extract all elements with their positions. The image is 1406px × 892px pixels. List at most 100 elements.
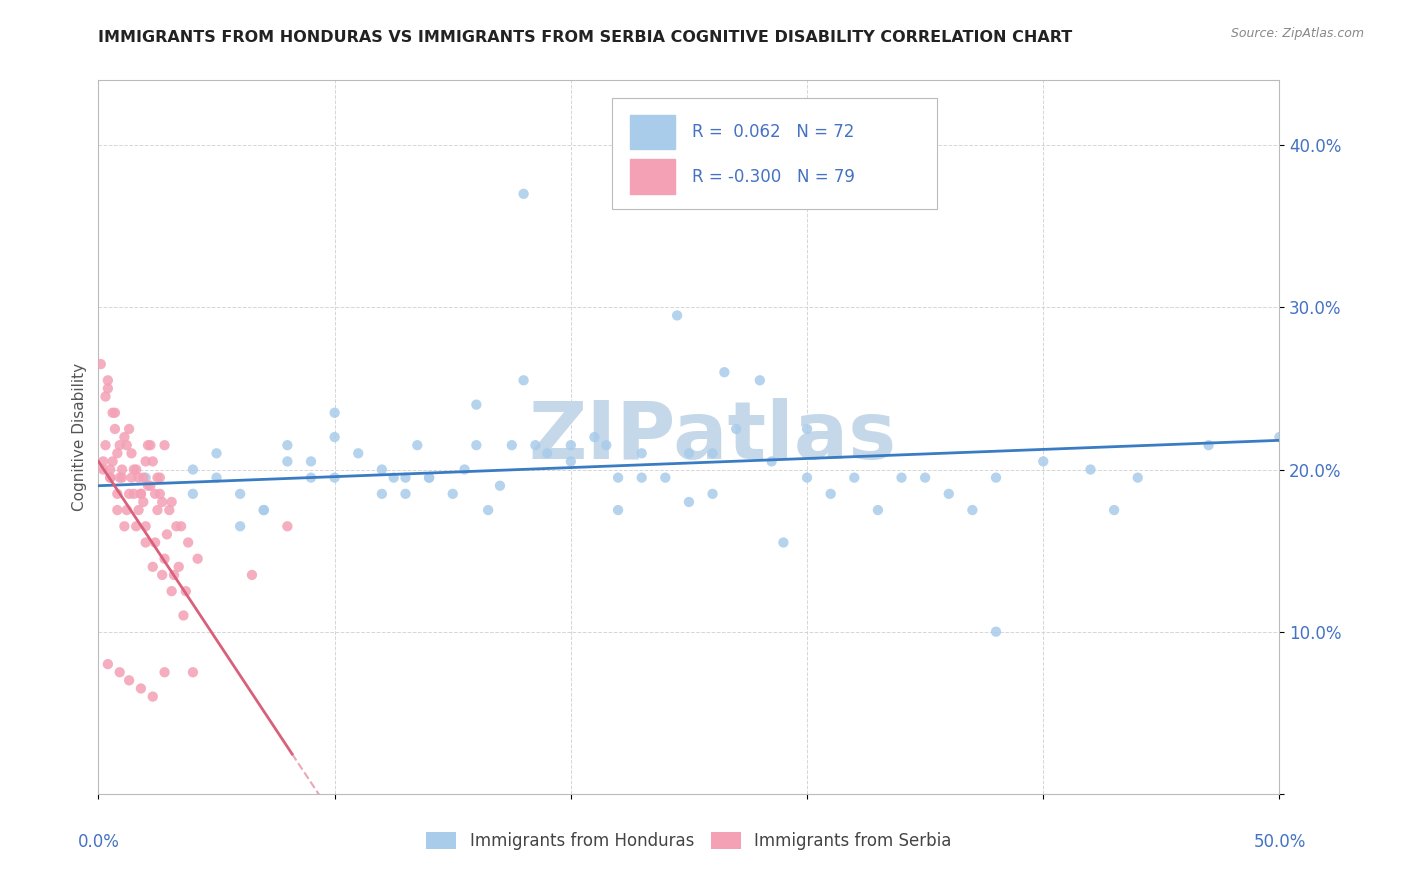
Point bbox=[323, 406, 346, 420]
Point bbox=[938, 487, 960, 501]
Point bbox=[135, 535, 157, 549]
Point bbox=[382, 470, 405, 484]
Point bbox=[108, 438, 131, 452]
Point bbox=[132, 495, 155, 509]
Point bbox=[97, 657, 120, 672]
Point bbox=[276, 438, 298, 452]
Point bbox=[276, 519, 298, 533]
Point bbox=[150, 495, 173, 509]
Point bbox=[276, 454, 298, 468]
Point bbox=[125, 462, 148, 476]
Point bbox=[1268, 430, 1291, 444]
Point bbox=[512, 186, 534, 201]
Point bbox=[512, 373, 534, 387]
Point bbox=[136, 479, 159, 493]
Point bbox=[371, 487, 394, 501]
Point bbox=[477, 503, 499, 517]
Point bbox=[205, 470, 228, 484]
Point bbox=[299, 470, 322, 484]
Point bbox=[796, 422, 818, 436]
Point bbox=[187, 551, 209, 566]
Point bbox=[129, 487, 152, 501]
Point bbox=[453, 462, 475, 476]
Point bbox=[90, 357, 112, 371]
Point bbox=[654, 470, 676, 484]
Point bbox=[105, 503, 128, 517]
Point bbox=[524, 438, 547, 452]
Point bbox=[607, 470, 630, 484]
Point bbox=[866, 503, 889, 517]
Point bbox=[112, 519, 135, 533]
Point bbox=[181, 487, 204, 501]
Point bbox=[844, 470, 866, 484]
Text: R = -0.300   N = 79: R = -0.300 N = 79 bbox=[693, 168, 855, 186]
Point bbox=[984, 470, 1007, 484]
Text: R =  0.062   N = 72: R = 0.062 N = 72 bbox=[693, 123, 855, 141]
Point bbox=[101, 406, 124, 420]
Point bbox=[142, 690, 165, 704]
Point bbox=[713, 365, 735, 379]
Text: 0.0%: 0.0% bbox=[77, 833, 120, 851]
Point bbox=[441, 487, 464, 501]
Point bbox=[104, 422, 127, 436]
Point bbox=[108, 470, 131, 484]
Point bbox=[111, 462, 134, 476]
Point bbox=[97, 381, 120, 395]
Text: Source: ZipAtlas.com: Source: ZipAtlas.com bbox=[1230, 27, 1364, 40]
Point bbox=[143, 535, 166, 549]
Point bbox=[702, 446, 724, 460]
Point bbox=[583, 430, 606, 444]
Point bbox=[97, 373, 120, 387]
Point bbox=[1102, 503, 1125, 517]
Point bbox=[962, 503, 984, 517]
Point bbox=[135, 470, 157, 484]
Point bbox=[630, 470, 652, 484]
Point bbox=[536, 446, 558, 460]
Point bbox=[146, 503, 169, 517]
Point bbox=[347, 446, 370, 460]
Point bbox=[607, 503, 630, 517]
Point bbox=[406, 438, 429, 452]
Point bbox=[111, 470, 134, 484]
Point bbox=[118, 487, 141, 501]
Point bbox=[323, 470, 346, 484]
Point bbox=[229, 519, 252, 533]
Point bbox=[121, 446, 143, 460]
Point bbox=[172, 608, 194, 623]
Point bbox=[205, 446, 228, 460]
Point bbox=[142, 454, 165, 468]
Point bbox=[914, 470, 936, 484]
Point bbox=[153, 438, 176, 452]
Point bbox=[105, 487, 128, 501]
Point bbox=[115, 503, 138, 517]
Point bbox=[142, 559, 165, 574]
Point bbox=[240, 568, 263, 582]
Point bbox=[122, 487, 145, 501]
Point bbox=[115, 438, 138, 452]
Point bbox=[560, 454, 582, 468]
Point bbox=[181, 665, 204, 680]
Point bbox=[1198, 438, 1220, 452]
Text: 50.0%: 50.0% bbox=[1253, 833, 1306, 851]
Point bbox=[181, 462, 204, 476]
Point bbox=[725, 422, 748, 436]
Point bbox=[253, 503, 276, 517]
Point bbox=[94, 438, 117, 452]
Point bbox=[820, 487, 842, 501]
Point bbox=[118, 422, 141, 436]
Point bbox=[595, 438, 617, 452]
Point bbox=[132, 470, 155, 484]
Point bbox=[253, 503, 276, 517]
Point bbox=[299, 454, 322, 468]
Point bbox=[489, 479, 512, 493]
Point bbox=[465, 438, 488, 452]
Point bbox=[1080, 462, 1102, 476]
Point bbox=[129, 681, 152, 696]
Point bbox=[418, 470, 440, 484]
Point bbox=[125, 519, 148, 533]
Point bbox=[160, 495, 183, 509]
Point bbox=[371, 462, 394, 476]
Point bbox=[229, 487, 252, 501]
Point bbox=[146, 470, 169, 484]
Point bbox=[1126, 470, 1149, 484]
